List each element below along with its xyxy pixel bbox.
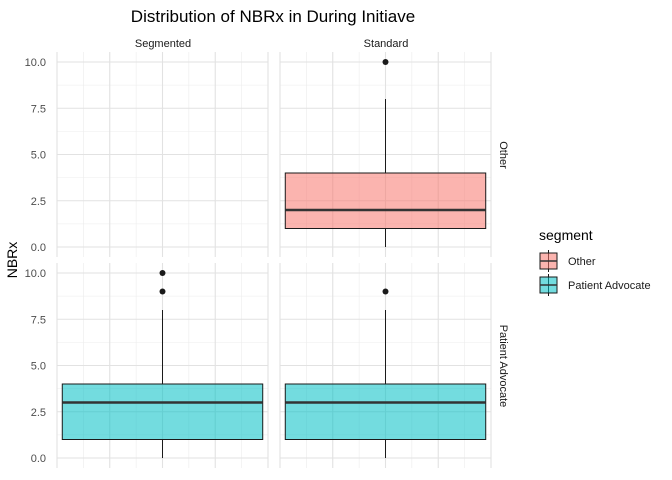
chart-title: Distribution of NBRx in During Initiave	[131, 7, 415, 26]
facet-col-label-standard: Standard	[364, 38, 409, 50]
legend-entry: Other	[539, 250, 596, 272]
box-patient-advocate-standard	[284, 288, 487, 458]
outlier-point	[159, 270, 166, 276]
y-tick-label: 5.0	[31, 150, 46, 162]
legend-title: segment	[539, 227, 593, 243]
box-iqr	[284, 383, 487, 440]
outlier-point	[382, 288, 389, 295]
legend-label: Other	[568, 256, 596, 268]
facet-col-label-segmented: Segmented	[135, 38, 191, 50]
y-tick-label: 0.0	[31, 242, 46, 254]
y-tick-label: 2.5	[31, 196, 46, 208]
facet-panels: 0.0 2.5 5.0 7.5 10.0 0.0 2.5 5.0 7.5 10.0	[25, 52, 492, 468]
facet-row-label-patient-advocate: Patient Advocate	[497, 325, 509, 408]
outlier-point	[159, 288, 166, 295]
legend-entry: Patient Advocate	[539, 274, 651, 296]
y-tick-label: 5.0	[31, 361, 46, 373]
y-tick-label: 10.0	[25, 268, 46, 280]
legend: segment Other Patient Advocate	[539, 227, 651, 296]
box-iqr	[284, 172, 487, 229]
box-other-standard	[284, 59, 487, 247]
box-iqr	[61, 383, 264, 440]
panel-grid	[56, 52, 269, 257]
legend-label: Patient Advocate	[568, 280, 651, 292]
y-tick-label: 7.5	[31, 103, 46, 115]
outlier-point	[382, 59, 389, 65]
y-tick-label: 2.5	[31, 407, 46, 419]
y-tick-label: 7.5	[31, 314, 46, 326]
y-axis-label: NBRx	[4, 242, 20, 279]
box-patient-advocate-segmented	[61, 270, 264, 458]
y-tick-label: 0.0	[31, 453, 46, 465]
facet-row-label-other: Other	[497, 141, 509, 169]
y-tick-label: 10.0	[25, 57, 46, 69]
